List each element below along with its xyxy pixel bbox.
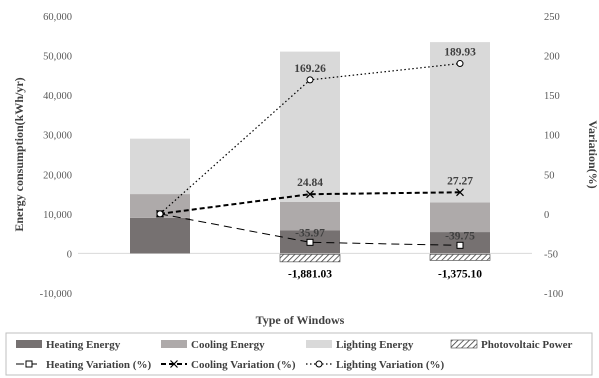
legend-label: Cooling Variation (%) bbox=[191, 359, 296, 371]
line-cooling-variation bbox=[159, 191, 461, 215]
y-tick-label: 0 bbox=[67, 249, 72, 260]
data-label: -35.97 bbox=[295, 227, 325, 239]
y2-tick-label: 0 bbox=[544, 210, 549, 221]
legend-swatch bbox=[450, 339, 478, 349]
legend-item: Heating Energy bbox=[16, 339, 121, 351]
data-labels: -35.97 -39.75 24.84 27.27 169.26 189.93 -1,881… bbox=[288, 47, 482, 281]
data-label: 24.84 bbox=[297, 177, 323, 189]
legend-item: Lighting Energy bbox=[306, 339, 414, 351]
legend-label: Cooling Energy bbox=[191, 339, 265, 351]
left-axis-ticks: -10,000 0 10,000 20,000 30,000 40,000 50,000 60… bbox=[40, 12, 72, 300]
y-tick-label: 30,000 bbox=[43, 131, 72, 142]
bar-lighting-energy bbox=[430, 42, 490, 203]
y2-tick-label: 150 bbox=[544, 91, 560, 102]
legend-label: Heating Variation (%) bbox=[46, 359, 151, 371]
bar-lighting-energy bbox=[130, 138, 190, 195]
point-cooling-variation bbox=[456, 188, 464, 197]
y-tick-label: 40,000 bbox=[43, 91, 72, 102]
y-tick-label: 20,000 bbox=[43, 170, 72, 181]
legend-item: Cooling Variation (%) bbox=[161, 359, 296, 371]
legend-label: Lighting Variation (%) bbox=[336, 359, 445, 371]
data-label: 27.27 bbox=[447, 175, 473, 187]
line-heating-variation bbox=[159, 213, 461, 246]
legend-marker bbox=[315, 360, 323, 368]
legend-swatch bbox=[16, 340, 42, 348]
legend-item: Lighting Variation (%) bbox=[306, 359, 445, 371]
pv-data-label: -1,881.03 bbox=[288, 268, 332, 280]
point-lighting-variation bbox=[456, 60, 464, 68]
pv-data-label: -1,375.10 bbox=[438, 268, 482, 280]
legend-box bbox=[5, 332, 593, 376]
legend: Heating Energy Cooling Energy Lighting Ene… bbox=[16, 339, 572, 371]
data-label: -39.75 bbox=[445, 230, 475, 242]
x-axis-title: Type of Windows bbox=[256, 313, 345, 327]
point-heating-variation bbox=[306, 238, 314, 246]
y2-tick-label: 200 bbox=[544, 52, 560, 63]
legend-label: Lighting Energy bbox=[336, 339, 414, 351]
y2-axis-title: Variation(%) bbox=[586, 120, 599, 188]
y2-tick-label: -50 bbox=[544, 249, 558, 260]
legend-item: Cooling Energy bbox=[161, 339, 265, 351]
y2-tick-label: 100 bbox=[544, 131, 560, 142]
legend-marker bbox=[25, 360, 33, 368]
y-tick-label: 50,000 bbox=[43, 52, 72, 63]
y-axis-title: Energy consumption(kWh/yr) bbox=[12, 77, 26, 231]
legend-label: Photovoltaic Power bbox=[481, 339, 572, 351]
point-heating-variation bbox=[456, 241, 464, 249]
point-lighting-variation bbox=[306, 76, 314, 84]
legend-label: Heating Energy bbox=[46, 339, 121, 351]
legend-swatch bbox=[306, 340, 332, 348]
bar-cooling-energy bbox=[430, 202, 490, 233]
bar-photovoltaic-power bbox=[279, 254, 341, 263]
legend-swatch bbox=[161, 340, 187, 348]
legend-marker bbox=[170, 360, 178, 368]
bar-photovoltaic-power bbox=[429, 254, 491, 261]
y2-tick-label: -100 bbox=[544, 289, 563, 300]
bars bbox=[130, 42, 491, 263]
data-label: 169.26 bbox=[294, 63, 326, 75]
variation-lines bbox=[156, 60, 464, 249]
legend-item: Heating Variation (%) bbox=[16, 359, 151, 371]
point-cooling-variation bbox=[306, 190, 314, 199]
y2-tick-label: 250 bbox=[544, 12, 560, 23]
legend-item: Photovoltaic Power bbox=[450, 339, 572, 351]
y2-tick-label: 50 bbox=[544, 170, 555, 181]
right-axis-ticks: -100 -50 0 50 100 150 200 250 bbox=[544, 12, 563, 300]
data-label: 189.93 bbox=[444, 47, 476, 59]
bar-heating-energy bbox=[130, 217, 190, 254]
point-lighting-variation bbox=[156, 210, 164, 218]
y-tick-label: 10,000 bbox=[43, 210, 72, 221]
y-tick-label: -10,000 bbox=[40, 289, 72, 300]
bar-cooling-energy bbox=[280, 201, 340, 231]
y-tick-label: 60,000 bbox=[43, 12, 72, 23]
